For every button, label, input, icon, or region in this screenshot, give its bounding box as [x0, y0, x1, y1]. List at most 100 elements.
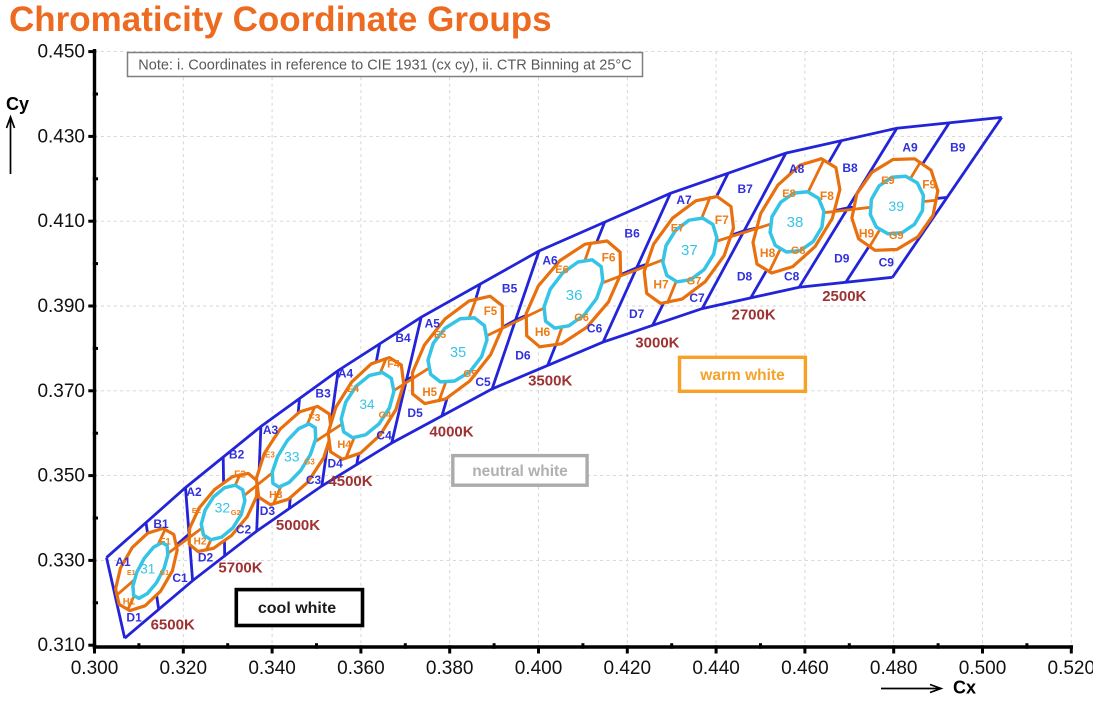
svg-text:F1: F1: [160, 537, 172, 548]
svg-text:H7: H7: [653, 278, 669, 292]
svg-text:0.500: 0.500: [959, 658, 1007, 679]
svg-text:neutral white: neutral white: [472, 463, 568, 480]
svg-text:H6: H6: [535, 325, 551, 339]
svg-text:0.440: 0.440: [692, 658, 740, 679]
svg-text:D6: D6: [515, 348, 531, 362]
svg-text:6500K: 6500K: [151, 616, 195, 633]
svg-text:D7: D7: [629, 307, 645, 321]
svg-text:F5: F5: [484, 306, 498, 318]
svg-text:Cy: Cy: [6, 94, 29, 114]
svg-text:A2: A2: [186, 485, 202, 499]
svg-text:0.400: 0.400: [515, 658, 563, 679]
svg-text:G3: G3: [304, 458, 315, 467]
svg-text:B1: B1: [153, 517, 169, 531]
svg-text:H9: H9: [859, 227, 875, 241]
svg-text:E4: E4: [347, 384, 359, 395]
svg-text:F4: F4: [387, 359, 401, 371]
svg-text:H3: H3: [269, 489, 283, 501]
svg-text:H5: H5: [422, 387, 437, 399]
svg-text:0.410: 0.410: [37, 211, 85, 232]
svg-text:D8: D8: [737, 270, 753, 284]
svg-text:0.450: 0.450: [37, 42, 85, 63]
svg-text:35: 35: [450, 345, 466, 361]
svg-text:E5: E5: [434, 330, 447, 341]
svg-text:C2: C2: [236, 522, 252, 536]
svg-text:A5: A5: [425, 316, 441, 330]
svg-text:38: 38: [787, 214, 804, 231]
svg-text:A6: A6: [542, 253, 558, 267]
svg-text:4000K: 4000K: [429, 424, 473, 441]
svg-text:E1: E1: [127, 570, 136, 577]
svg-text:F6: F6: [602, 251, 616, 265]
svg-text:33: 33: [284, 448, 300, 464]
svg-text:0.390: 0.390: [37, 296, 85, 317]
svg-text:A8: A8: [789, 162, 805, 176]
svg-text:D5: D5: [407, 406, 423, 420]
svg-text:36: 36: [566, 287, 583, 304]
svg-text:H1: H1: [123, 597, 136, 608]
svg-text:G4: G4: [379, 410, 392, 421]
svg-text:B4: B4: [395, 331, 411, 345]
svg-text:B8: B8: [842, 161, 858, 175]
svg-text:B9: B9: [950, 140, 966, 154]
svg-text:0.360: 0.360: [337, 658, 385, 679]
svg-text:C4: C4: [376, 429, 392, 443]
svg-text:A7: A7: [676, 193, 692, 207]
svg-text:D3: D3: [260, 504, 276, 518]
svg-text:B6: B6: [624, 227, 640, 241]
svg-text:G7: G7: [687, 275, 702, 287]
svg-text:G9: G9: [889, 230, 904, 242]
svg-text:4500K: 4500K: [328, 473, 372, 490]
svg-text:0.340: 0.340: [248, 658, 296, 679]
svg-text:Cx: Cx: [953, 678, 976, 698]
svg-text:3500K: 3500K: [528, 373, 572, 390]
svg-text:2700K: 2700K: [731, 306, 775, 323]
svg-text:G5: G5: [463, 369, 477, 380]
svg-text:F9: F9: [922, 177, 936, 191]
svg-text:39: 39: [888, 198, 904, 214]
svg-text:C6: C6: [587, 321, 603, 335]
svg-text:Chromaticity Coordinate Groups: Chromaticity Coordinate Groups: [9, 0, 552, 39]
svg-text:3000K: 3000K: [635, 335, 679, 352]
svg-text:E2: E2: [192, 506, 201, 515]
svg-text:C8: C8: [784, 270, 800, 284]
svg-text:G8: G8: [791, 245, 806, 257]
svg-text:D9: D9: [834, 252, 850, 266]
svg-text:0.350: 0.350: [37, 466, 85, 487]
svg-text:0.310: 0.310: [37, 635, 85, 656]
svg-text:H4: H4: [337, 439, 352, 451]
svg-text:0.420: 0.420: [604, 658, 652, 679]
svg-text:A3: A3: [263, 423, 279, 437]
svg-text:Note: i. Coordinates in refere: Note: i. Coordinates in reference to CIE…: [138, 58, 631, 74]
svg-text:0.430: 0.430: [37, 126, 85, 147]
svg-text:0.320: 0.320: [160, 658, 208, 679]
svg-text:C7: C7: [689, 291, 705, 305]
svg-text:G6: G6: [574, 312, 589, 324]
svg-text:C3: C3: [306, 473, 322, 487]
svg-text:H2: H2: [194, 536, 207, 547]
svg-text:0.330: 0.330: [37, 550, 85, 571]
svg-text:D2: D2: [198, 551, 214, 565]
svg-text:5700K: 5700K: [218, 560, 262, 577]
svg-text:A9: A9: [902, 140, 918, 154]
svg-text:F3: F3: [308, 412, 320, 424]
svg-text:0.370: 0.370: [37, 381, 85, 402]
svg-text:B2: B2: [229, 447, 245, 461]
svg-text:E3: E3: [265, 450, 275, 459]
svg-text:E6: E6: [555, 264, 568, 276]
svg-text:cool white: cool white: [258, 600, 336, 617]
svg-text:H8: H8: [760, 246, 776, 260]
svg-text:A1: A1: [115, 555, 131, 569]
svg-text:C5: C5: [475, 375, 491, 389]
svg-text:31: 31: [140, 562, 155, 577]
svg-text:B3: B3: [315, 386, 331, 400]
svg-text:5000K: 5000K: [276, 517, 320, 534]
svg-text:D1: D1: [126, 611, 142, 625]
svg-text:B5: B5: [502, 282, 518, 296]
svg-text:G2: G2: [231, 508, 241, 517]
svg-text:0.300: 0.300: [71, 658, 119, 679]
svg-text:F2: F2: [234, 470, 246, 481]
svg-text:37: 37: [681, 242, 698, 259]
svg-text:E7: E7: [671, 223, 684, 235]
svg-text:0.520: 0.520: [1048, 658, 1093, 679]
